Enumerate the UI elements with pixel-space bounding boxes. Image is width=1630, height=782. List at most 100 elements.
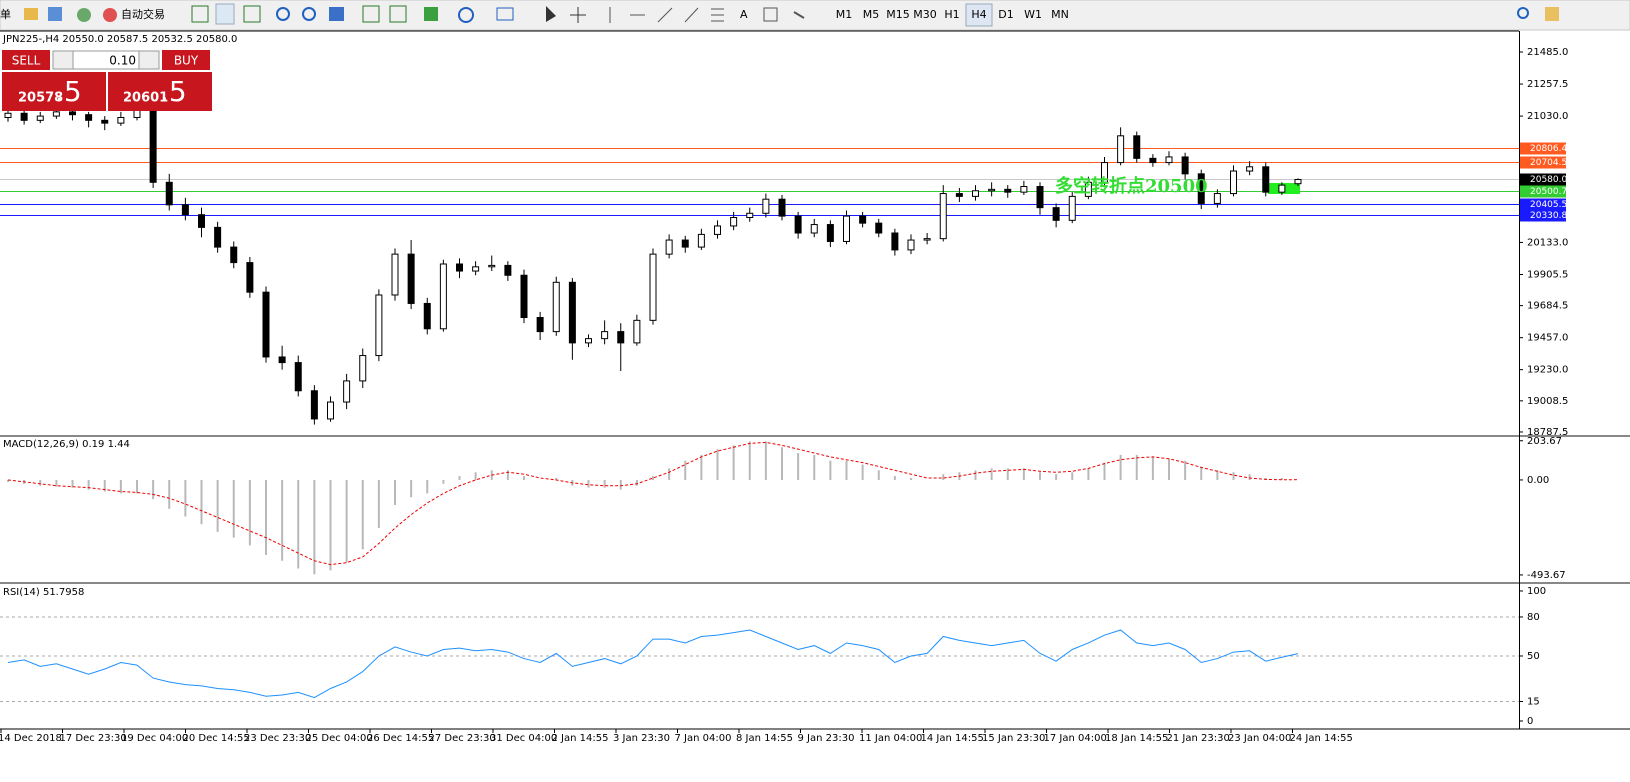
icon[interactable] <box>329 7 344 21</box>
timeframe[interactable]: D1 <box>998 8 1013 21</box>
sell-price-box[interactable] <box>2 72 106 111</box>
sell-price-tail[interactable]: .5 <box>55 75 82 108</box>
candle-body <box>294 362 302 392</box>
timeframe[interactable]: M30 <box>913 8 937 21</box>
timeframe[interactable]: H1 <box>944 8 959 21</box>
icon[interactable] <box>243 5 261 23</box>
lot-down[interactable] <box>52 50 74 70</box>
candle-body <box>391 253 399 296</box>
label-tool[interactable] <box>763 7 778 22</box>
icon[interactable] <box>24 8 38 20</box>
level-label-box <box>1520 156 1566 169</box>
annotation: 多空转折点20500 <box>1055 175 1208 197</box>
icon[interactable] <box>389 5 407 23</box>
zoom-out[interactable] <box>302 7 316 21</box>
level-label-box <box>1520 198 1566 211</box>
buy-price[interactable]: 20601 <box>123 91 168 106</box>
x-tick-label: 17 Jan 04:00 <box>1044 733 1107 744</box>
level-label: 20330.8 <box>1530 211 1567 221</box>
icon[interactable] <box>458 7 474 23</box>
candle-body <box>714 225 721 235</box>
icon[interactable] <box>191 5 209 23</box>
x-tick-label: 20 Dec 14:55 <box>183 733 250 744</box>
buy-price-box[interactable] <box>108 72 212 111</box>
arrow-tool[interactable] <box>793 11 805 19</box>
toolbar-items: 单 自动交易 A M1 M5 M15 M30 H1 H4 D1 W1 MN <box>0 3 1559 27</box>
candle-body <box>407 253 415 304</box>
y-tick-label: 19684.5 <box>1527 301 1568 312</box>
x-tick-label: 24 Jan 14:55 <box>1290 733 1353 744</box>
line-tools[interactable] <box>609 7 724 23</box>
candle-body <box>278 356 286 364</box>
x-tick-label: 2 Jan 14:55 <box>552 733 609 744</box>
timeframe[interactable]: H4 <box>971 8 986 21</box>
cursor-tool[interactable] <box>546 6 556 22</box>
candle-body <box>762 198 770 214</box>
candle-body <box>85 114 93 121</box>
sell-price[interactable]: 20578 <box>18 91 63 106</box>
y-tick-label: 80 <box>1527 612 1540 623</box>
zoom-in[interactable] <box>276 7 290 21</box>
candle-body <box>1068 195 1076 221</box>
timeframe[interactable]: MN <box>1051 8 1069 21</box>
icon[interactable] <box>424 7 438 21</box>
candle-body <box>1149 157 1157 164</box>
x-tick-label: 3 Jan 23:30 <box>613 733 670 744</box>
candle-body <box>117 117 125 124</box>
icon[interactable] <box>48 7 62 21</box>
active-timeframe[interactable] <box>965 3 993 27</box>
buy-button[interactable] <box>162 50 210 70</box>
timeframe[interactable]: M15 <box>886 8 910 21</box>
timeframe[interactable]: M5 <box>863 8 880 21</box>
x-tick-label: 15 Jan 23:30 <box>982 733 1045 744</box>
candle-body <box>181 204 189 216</box>
icon[interactable] <box>1545 7 1559 21</box>
y-tick-label: 19008.5 <box>1527 396 1568 407</box>
text-tool[interactable]: A <box>740 8 748 21</box>
level-label: 20405.5 <box>1530 200 1567 210</box>
timeframe[interactable]: M1 <box>836 8 853 21</box>
lot-up[interactable] <box>138 50 160 70</box>
timeframe[interactable]: W1 <box>1024 8 1042 21</box>
candle-body <box>826 224 834 242</box>
candle-body <box>343 380 351 403</box>
sell-label[interactable]: SELL <box>12 54 41 68</box>
candle-body <box>1181 156 1189 175</box>
buy-label[interactable]: BUY <box>174 54 199 68</box>
auto-trade-icon[interactable] <box>103 8 117 22</box>
icon[interactable] <box>496 7 514 21</box>
candle-body <box>36 115 44 121</box>
auto-trade[interactable]: 自动交易 <box>121 7 165 21</box>
toolbar <box>0 0 1630 31</box>
candle-body <box>69 111 76 116</box>
icon[interactable] <box>77 8 91 22</box>
x-tick-label: 17 Dec 23:30 <box>60 733 127 744</box>
y-tick-label: 19457.0 <box>1527 333 1568 344</box>
sell-button[interactable] <box>2 50 50 70</box>
candle-body <box>4 112 12 119</box>
candle-body <box>101 119 109 124</box>
level-label: 20704.5 <box>1530 158 1567 168</box>
candle-body <box>923 238 931 241</box>
crosshair-tool[interactable] <box>570 7 586 23</box>
icon[interactable] <box>362 5 380 23</box>
x-tick-label: 31 Dec 04:00 <box>490 733 557 744</box>
search[interactable] <box>1517 7 1529 19</box>
menu-item[interactable]: 单 <box>0 8 11 21</box>
macd-signal <box>7 441 1299 566</box>
candle-body <box>988 188 996 192</box>
y-tick-label: 20133.0 <box>1527 237 1568 248</box>
candle-body <box>1084 181 1092 197</box>
level-label-box <box>1520 209 1566 222</box>
candle-body <box>1230 170 1237 195</box>
candle-body <box>246 262 254 293</box>
candle-body <box>730 217 738 227</box>
icon[interactable] <box>215 3 235 25</box>
buy-price-tail[interactable]: .5 <box>160 75 187 108</box>
x-tick-label: 26 Dec 14:55 <box>367 733 434 744</box>
lot-value[interactable]: 0.10 <box>109 54 136 68</box>
candle-body <box>198 214 205 228</box>
candle-body <box>230 246 238 264</box>
candle-body <box>617 331 625 344</box>
candle-body <box>601 331 609 340</box>
